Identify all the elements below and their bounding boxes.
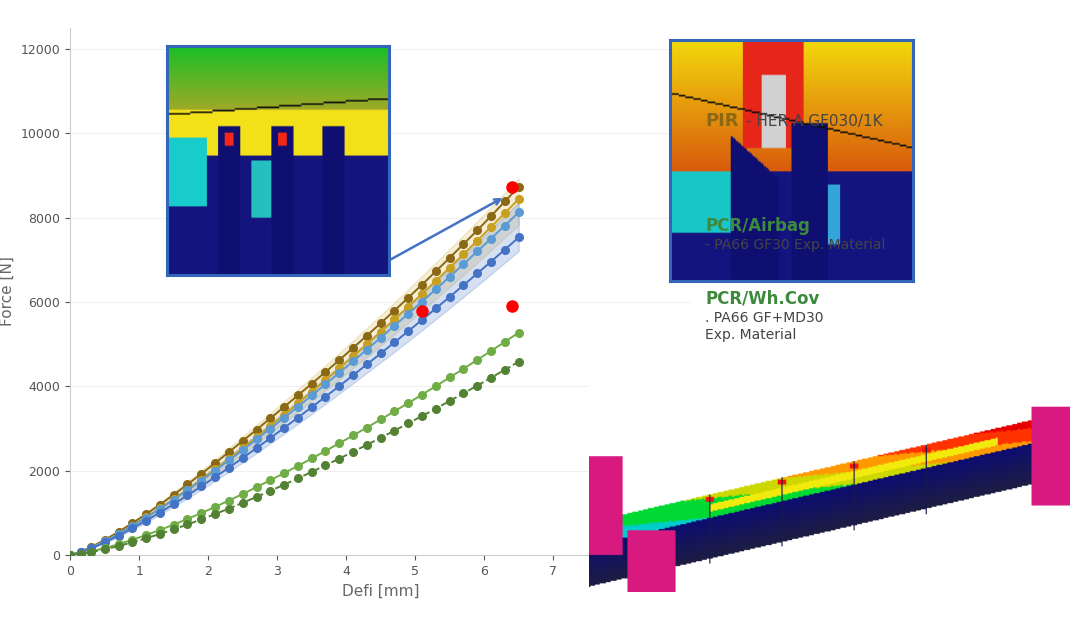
Text: Exp. Material: Exp. Material (705, 328, 797, 342)
X-axis label: Defi [mm]: Defi [mm] (342, 584, 419, 598)
Text: PIR: PIR (705, 112, 739, 130)
Text: . PA66 GF+MD30: . PA66 GF+MD30 (705, 311, 824, 325)
Y-axis label: Force [N]: Force [N] (0, 257, 15, 326)
Text: PCR/Wh.Cov: PCR/Wh.Cov (705, 289, 820, 307)
Text: - PA66 GF30 Exp. Material: - PA66 GF30 Exp. Material (705, 238, 886, 252)
Text: - HER A GF030/1K: - HER A GF030/1K (746, 115, 883, 130)
Text: PCR/Airbag: PCR/Airbag (705, 217, 810, 235)
